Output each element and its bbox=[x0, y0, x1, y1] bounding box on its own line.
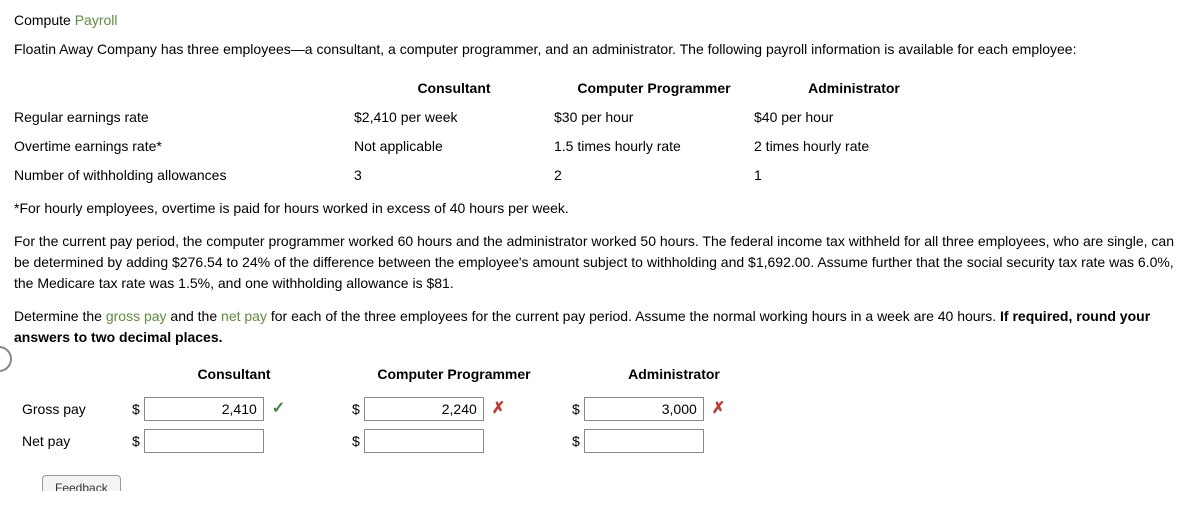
x-icon: ✗ bbox=[492, 397, 505, 421]
cell: 1 bbox=[754, 161, 954, 190]
feedback-button[interactable]: Feedback bbox=[42, 475, 121, 491]
table-row: Overtime earnings rate* Not applicable 1… bbox=[14, 132, 954, 161]
gross-programmer-input[interactable] bbox=[364, 397, 484, 421]
answer-row-gross: Gross pay $ ✓ $ ✗ $ ✗ bbox=[14, 393, 784, 425]
side-circle-decoration bbox=[0, 346, 12, 372]
text: for each of the three employees for the … bbox=[267, 308, 1000, 324]
cell: 2 bbox=[554, 161, 754, 190]
title-word-2: Payroll bbox=[75, 12, 118, 28]
col-header-consultant: Consultant bbox=[354, 74, 554, 103]
payroll-info-table: Consultant Computer Programmer Administr… bbox=[14, 74, 954, 190]
text: and the bbox=[167, 308, 222, 324]
answer-table: Consultant Computer Programmer Administr… bbox=[14, 360, 784, 457]
table-row: Number of withholding allowances 3 2 1 bbox=[14, 161, 954, 190]
term-net-pay: net pay bbox=[221, 308, 267, 324]
term-gross-pay: gross pay bbox=[106, 308, 167, 324]
net-consultant-input[interactable] bbox=[144, 429, 264, 453]
cell: 2 times hourly rate bbox=[754, 132, 954, 161]
x-icon: ✗ bbox=[712, 397, 725, 421]
col-header-admin: Administrator bbox=[754, 74, 954, 103]
ans-header-programmer: Computer Programmer bbox=[344, 360, 564, 393]
footnote-text: *For hourly employees, overtime is paid … bbox=[14, 198, 1186, 219]
cell: $30 per hour bbox=[554, 103, 754, 132]
dollar-sign: $ bbox=[352, 431, 360, 452]
gross-admin-input[interactable] bbox=[584, 397, 704, 421]
col-header-programmer: Computer Programmer bbox=[554, 74, 754, 103]
text: Determine the bbox=[14, 308, 106, 324]
gross-consultant-input[interactable] bbox=[144, 397, 264, 421]
table-row: Regular earnings rate $2,410 per week $3… bbox=[14, 103, 954, 132]
cell: 1.5 times hourly rate bbox=[554, 132, 754, 161]
row-label: Number of withholding allowances bbox=[14, 161, 354, 190]
check-icon: ✓ bbox=[272, 397, 285, 421]
cell: $2,410 per week bbox=[354, 103, 554, 132]
cell: 3 bbox=[354, 161, 554, 190]
title-word-1: Compute bbox=[14, 12, 71, 28]
ans-header-admin: Administrator bbox=[564, 360, 784, 393]
intro-text: Floatin Away Company has three employees… bbox=[14, 39, 1186, 60]
ans-header-consultant: Consultant bbox=[124, 360, 344, 393]
net-programmer-input[interactable] bbox=[364, 429, 484, 453]
row-label: Net pay bbox=[14, 425, 124, 457]
instructions-para-2: Determine the gross pay and the net pay … bbox=[14, 306, 1186, 348]
row-label: Overtime earnings rate* bbox=[14, 132, 354, 161]
dollar-sign: $ bbox=[132, 399, 140, 420]
dollar-sign: $ bbox=[352, 399, 360, 420]
dollar-sign: $ bbox=[132, 431, 140, 452]
instructions-para-1: For the current pay period, the computer… bbox=[14, 231, 1186, 294]
net-admin-input[interactable] bbox=[584, 429, 704, 453]
answer-row-net: Net pay $ $ $ bbox=[14, 425, 784, 457]
row-label: Regular earnings rate bbox=[14, 103, 354, 132]
row-label: Gross pay bbox=[14, 393, 124, 425]
dollar-sign: $ bbox=[572, 399, 580, 420]
cell: Not applicable bbox=[354, 132, 554, 161]
cell: $40 per hour bbox=[754, 103, 954, 132]
dollar-sign: $ bbox=[572, 431, 580, 452]
page-title: Compute Payroll bbox=[14, 10, 1186, 31]
